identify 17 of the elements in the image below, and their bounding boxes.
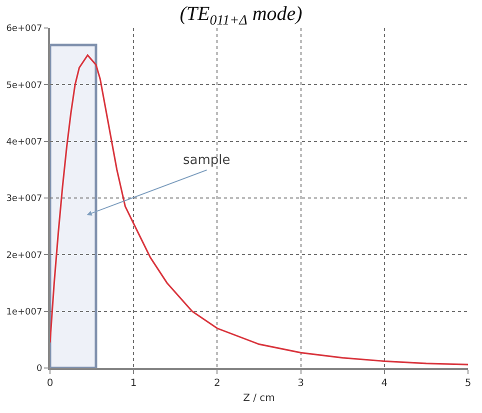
y-tick-label: 5e+007 [6,80,42,91]
x-tick-label: 4 [381,378,388,389]
y-tick-label: 0 [36,364,42,374]
x-tick-label: 1 [130,378,137,389]
y-tick-label: 1e+007 [6,307,42,318]
x-tick-label: 5 [464,378,472,389]
band-label: sample [183,153,230,168]
y-tick-label: 6e+007 [6,24,42,34]
y-tick-label: 3e+007 [6,194,42,204]
x-tick-label: 0 [46,378,54,389]
y-tick-label: 4e+007 [6,137,42,148]
x-tick-label: 2 [214,378,220,389]
chart-title: (TE$_{011+Δ}$ mode) [180,3,303,28]
line-series [50,54,468,366]
y-tick-label: 2e+007 [6,250,42,261]
x-axis-title: Z / cm [243,393,275,404]
x-tick-label: 3 [298,378,304,389]
